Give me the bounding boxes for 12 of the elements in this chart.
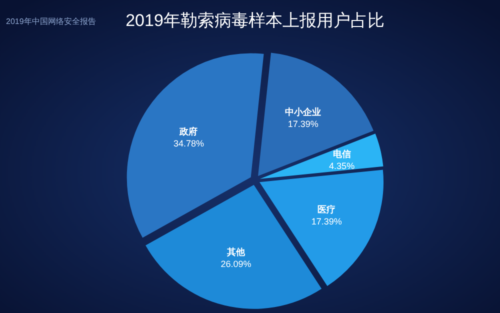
slice-label: 中小企业 (285, 106, 322, 117)
slice-label: 其他 (226, 247, 246, 258)
text: 2019年中国网络安全报告 (6, 17, 96, 26)
chart-title: 2019年勒索病毒样本上报用户占比 (126, 11, 384, 30)
slice-label: 政府 (178, 126, 198, 136)
data-label: 4.35% (329, 161, 355, 172)
data-label: 26.09% (220, 259, 252, 270)
data-label: 17.39% (288, 118, 318, 129)
data-label: 17.39% (311, 216, 342, 226)
slice-label: 电信 (332, 149, 351, 160)
data-label: 34.78% (173, 138, 204, 148)
slice-label: 医疗 (318, 204, 336, 214)
